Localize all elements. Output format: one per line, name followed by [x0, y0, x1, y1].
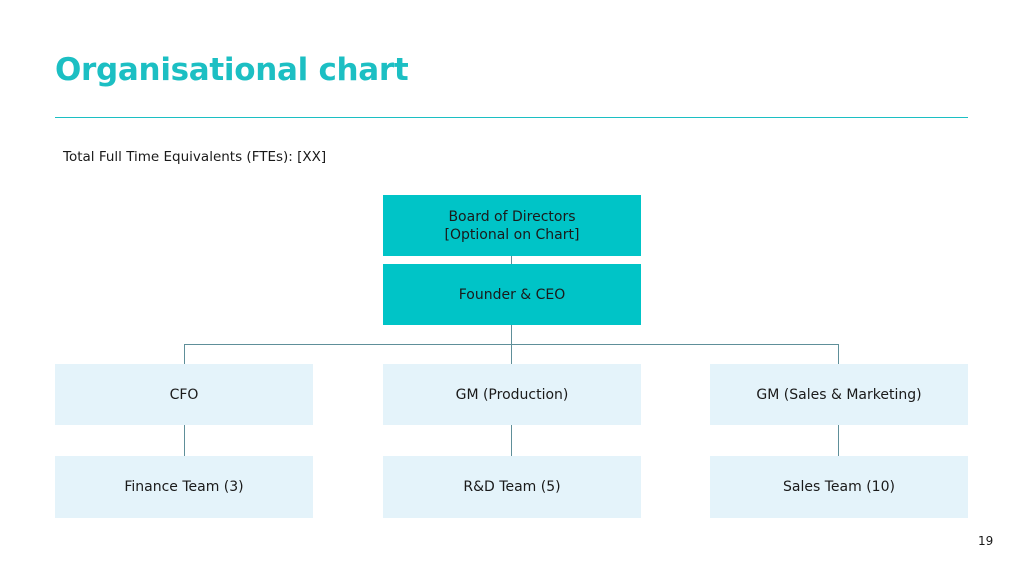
- gm-sales-marketing-box: GM (Sales & Marketing): [710, 364, 968, 425]
- rd-team-label: R&D Team (5): [463, 479, 561, 495]
- gm-sales-team-connector: [838, 425, 839, 456]
- page-number: 19: [978, 534, 994, 548]
- title-divider: [55, 117, 968, 118]
- finance-team-label: Finance Team (3): [124, 479, 244, 495]
- page-title: Organisational chart: [55, 52, 409, 88]
- gm-sales-branch-connector: [838, 344, 839, 364]
- sales-team-label: Sales Team (10): [783, 479, 895, 495]
- cfo-team-connector: [184, 425, 185, 456]
- fte-total-text: Total Full Time Equivalents (FTEs): [XX]: [63, 149, 327, 165]
- sales-team-box: Sales Team (10): [710, 456, 968, 518]
- cfo-label: CFO: [169, 386, 199, 403]
- gm-production-team-connector: [511, 425, 512, 456]
- gm-production-box: GM (Production): [383, 364, 641, 425]
- cfo-branch-connector: [184, 344, 185, 364]
- board-optional-note: [Optional on Chart]: [444, 226, 580, 243]
- cfo-box: CFO: [55, 364, 313, 425]
- board-ceo-connector: [511, 256, 512, 264]
- board-of-directors-label: Board of Directors: [448, 208, 576, 225]
- gm-sales-marketing-label: GM (Sales & Marketing): [756, 386, 922, 403]
- finance-team-box: Finance Team (3): [55, 456, 313, 518]
- founder-ceo-label: Founder & CEO: [458, 286, 566, 303]
- horizontal-branch-connector: [184, 344, 839, 345]
- board-of-directors-box: Board of Directors [Optional on Chart]: [383, 195, 641, 256]
- founder-ceo-box: Founder & CEO: [383, 264, 641, 325]
- rd-team-box: R&D Team (5): [383, 456, 641, 518]
- gm-production-label: GM (Production): [455, 386, 569, 403]
